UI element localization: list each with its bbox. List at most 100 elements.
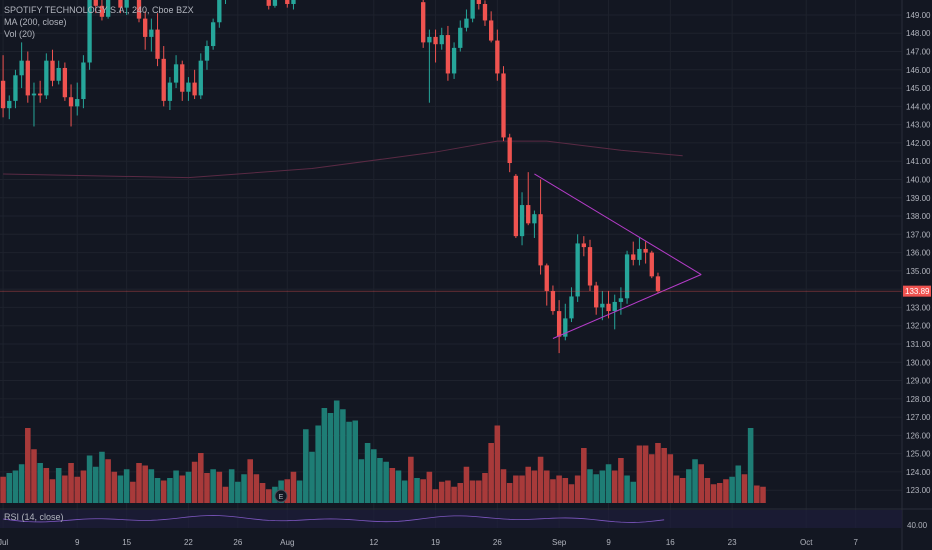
candle-body (37, 93, 43, 96)
y-tick-label: 131.00 (906, 340, 931, 349)
volume-bar (185, 471, 192, 503)
y-tick-label: 143.00 (906, 121, 931, 130)
volume-bar (667, 454, 674, 503)
volume-bar (204, 473, 210, 503)
candles (0, 0, 661, 354)
volume-bar (352, 420, 359, 503)
candle-body (606, 303, 611, 312)
candle (44, 53, 49, 100)
x-tick-label: 19 (431, 538, 440, 547)
volume-bar (247, 459, 253, 503)
candle (569, 287, 574, 323)
volume-bar (519, 475, 525, 503)
candle (637, 237, 642, 266)
candle (458, 20, 463, 52)
y-tick-label: 126.00 (906, 431, 931, 440)
candle-body (433, 36, 438, 45)
volume-bar (494, 425, 501, 503)
volume-bar (80, 470, 87, 503)
candle (519, 192, 525, 246)
candle-body (513, 175, 519, 237)
volume-bar (587, 469, 593, 503)
volume-bar (692, 459, 698, 503)
volume-bar (191, 461, 198, 503)
y-tick-label: 147.00 (906, 48, 931, 57)
candle (210, 18, 216, 50)
volume-bar (364, 443, 371, 503)
candle (482, 0, 488, 26)
volume-bar (686, 469, 692, 503)
volume-bar (55, 468, 62, 503)
volume-bar (426, 471, 433, 503)
y-tick-label: 137.00 (906, 230, 931, 239)
y-tick-label: 135.00 (906, 267, 931, 276)
volume-bar (179, 475, 186, 503)
volume-bar (723, 479, 729, 503)
earnings-marker[interactable]: E (274, 489, 288, 503)
volume-bar (630, 481, 637, 503)
y-tick-label: 141.00 (906, 157, 931, 166)
y-tick-label: 138.00 (906, 212, 931, 221)
y-tick-label: 136.00 (906, 249, 931, 258)
candle (495, 29, 500, 81)
volume-bar (605, 464, 612, 503)
volume-bar (346, 421, 352, 503)
candle (563, 303, 568, 341)
candle (217, 0, 222, 28)
candle-body (550, 290, 556, 312)
x-tick-label: 22 (184, 538, 193, 547)
y-tick-label: 125.00 (906, 450, 931, 459)
volume-bar (265, 489, 272, 503)
candle (155, 13, 160, 67)
candle (655, 272, 661, 293)
candle (513, 173, 519, 238)
volume-bar (543, 470, 550, 503)
volume-bar (154, 478, 161, 503)
volume-bar (142, 465, 148, 503)
volume-bar (49, 479, 56, 503)
volume-legend[interactable]: Vol (20) (4, 29, 36, 39)
candle (13, 69, 18, 109)
volume-bar (525, 466, 532, 503)
candle-body (285, 0, 290, 4)
candle (0, 55, 6, 118)
candle (99, 0, 105, 21)
triangle-lower-line (552, 274, 702, 339)
rsi-legend[interactable]: RSI (14, close) (4, 512, 64, 522)
volume-bar (463, 466, 470, 503)
candle (105, 0, 111, 19)
x-tick-label: Oct (800, 538, 813, 547)
candle-body (7, 100, 12, 109)
candle-body (526, 205, 531, 224)
ma-legend[interactable]: MA (200, close) (4, 17, 67, 27)
candle (575, 234, 580, 302)
y-tick-label: 145.00 (906, 84, 931, 93)
volume-bar (321, 408, 328, 503)
candle (488, 11, 494, 43)
rsi-band (0, 510, 902, 528)
candle (476, 0, 481, 10)
volume-bar (408, 456, 414, 503)
chart-legend: SPOTIFY TECHNOLOGY S.A., 240, Cboe BZX M… (4, 4, 194, 40)
candle-body (575, 243, 580, 297)
volume-bar (18, 464, 25, 503)
triangle-pattern (534, 173, 702, 339)
candle (507, 133, 512, 173)
volume-bar (309, 451, 315, 503)
candle-body (476, 0, 481, 5)
candle (167, 77, 173, 111)
candle-body (167, 82, 173, 101)
volume-bar (228, 469, 235, 503)
volume-bar (661, 448, 667, 503)
symbol-title[interactable]: SPOTIFY TECHNOLOGY S.A., 240, Cboe BZX (4, 5, 194, 15)
candle-body (173, 64, 179, 83)
volume-bar (500, 469, 507, 503)
candle-body (217, 0, 222, 23)
volume-bar (537, 456, 544, 503)
volume-bar (698, 464, 704, 503)
ma200-line (3, 140, 683, 179)
candle (556, 300, 562, 354)
volume-bar (649, 454, 655, 503)
